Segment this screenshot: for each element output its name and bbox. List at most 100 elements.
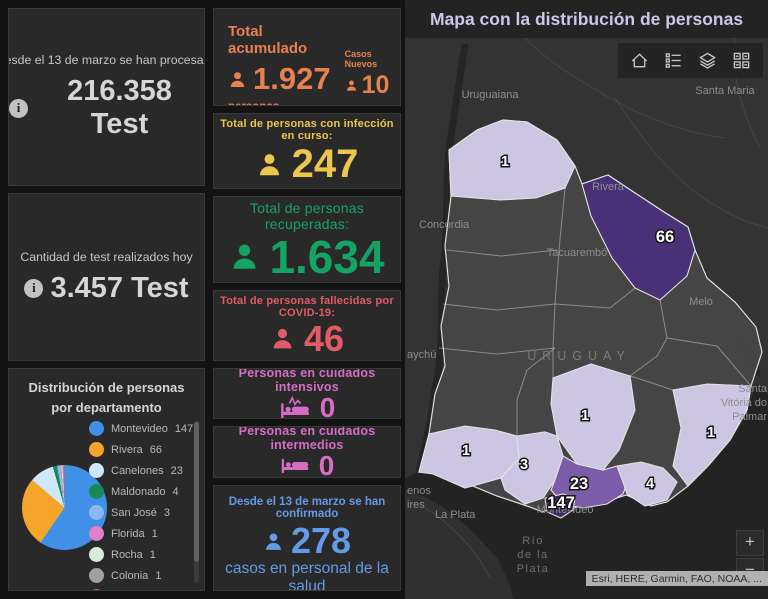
health-workers-outro: casos en personal de la salud	[225, 560, 389, 591]
argentina-land	[405, 490, 513, 599]
map-region-montevideo[interactable]	[544, 493, 576, 519]
basemap-gallery-icon[interactable]	[732, 51, 751, 70]
icu-panel: Personas en cuidados intensivos 0	[213, 368, 401, 419]
legend-label: Rocha	[111, 548, 143, 561]
legend-item: Artigas 1	[89, 586, 188, 592]
legend-icon[interactable]	[664, 51, 683, 70]
tests-today-value-row: i 3.457 Test	[24, 271, 189, 305]
map-title: Mapa con la distribución de personas	[405, 0, 768, 38]
home-icon[interactable]	[630, 51, 649, 70]
map-svg[interactable]: Uruguaiana Santa Maria Rivera Concordia …	[405, 38, 768, 599]
legend-item: Maldonado 4	[89, 481, 188, 502]
map-region-san-jose[interactable]	[500, 431, 564, 505]
active-cases-panel: Total de personas con infección en curso…	[213, 113, 401, 189]
map-region-maldonado[interactable]	[616, 461, 678, 507]
person-icon	[263, 531, 284, 552]
legend-value: 4	[172, 485, 179, 498]
place-label: Palmar	[732, 411, 767, 423]
legend-label: Rivera	[111, 443, 143, 456]
legend-label: Artigas	[111, 591, 145, 592]
map-region-rocha[interactable]	[672, 383, 752, 487]
intermediate-care-value: 0	[318, 450, 335, 478]
legend-value: 3	[163, 506, 170, 519]
intermediate-care-panel: Personas en cuidados intermedios 0	[213, 426, 401, 478]
recovered-value-row: 1.634	[229, 230, 385, 283]
legend-value: 66	[149, 443, 163, 456]
recovered-value: 1.634	[269, 230, 385, 283]
legend-scrollbar[interactable]	[194, 421, 199, 583]
layers-icon[interactable]	[698, 51, 717, 70]
legend-item: Canelones 23	[89, 460, 188, 481]
region-value-florida: 1	[581, 408, 589, 424]
map-region-artigas[interactable]	[448, 119, 576, 201]
person-icon	[345, 79, 358, 92]
map-region-rivera[interactable]	[581, 174, 696, 301]
legend-value: 23	[170, 464, 183, 477]
info-icon[interactable]: i	[24, 278, 44, 298]
legend-label: Montevideo	[111, 422, 168, 435]
active-cases-label: Total de personas con infección en curso…	[220, 118, 394, 142]
country-label: URUGUAY	[527, 349, 631, 363]
accumulated-subtitle: personas confirmadas	[228, 101, 331, 105]
distribution-title: Distribución de personas por departament…	[28, 380, 185, 416]
info-icon[interactable]: i	[9, 98, 28, 118]
new-cases-block: Casos Nuevos 10	[345, 49, 396, 100]
legend-value: 1	[149, 548, 156, 561]
legend-item: San José 3	[89, 502, 188, 523]
place-label: Uruguaiana	[462, 89, 520, 101]
place-label: Tacuarembó	[547, 247, 608, 259]
legend-label: Maldonado	[111, 485, 166, 498]
place-label: Vitória do	[721, 397, 767, 409]
accumulated-panel: Total acumulado 1.927 personas confirmad…	[213, 8, 401, 106]
bed-icon	[280, 457, 310, 475]
place-label: Santa Maria	[695, 85, 755, 97]
legend-swatch	[89, 505, 104, 520]
legend-label: Florida	[111, 527, 145, 540]
icu-bed-icon	[279, 395, 311, 419]
water-label: Plata	[517, 563, 550, 575]
legend-item: Montevideo 147	[89, 418, 193, 439]
map-attribution: Esri, HERE, Garmin, FAO, NOAA, ...	[585, 571, 768, 586]
region-value-maldonado: 4	[646, 476, 654, 492]
new-cases-value-row: 10	[345, 71, 389, 100]
person-icon	[256, 151, 283, 178]
deaths-panel: Total de personas fallecidas por COVID-1…	[213, 290, 401, 361]
rio-de-la-plata-water	[405, 383, 768, 599]
health-workers-value-row: 278	[263, 523, 351, 559]
place-label: ires	[407, 499, 425, 511]
legend-item: Rivera 66	[89, 439, 188, 460]
legend-scrollbar-thumb[interactable]	[194, 422, 199, 562]
tests-total-value: 216.358 Test	[67, 75, 172, 140]
legend-value: 1	[151, 527, 158, 540]
legend-item: Colonia 1	[89, 565, 188, 586]
place-label: La Plata	[435, 509, 476, 521]
place-label: Montevideo	[537, 504, 594, 516]
legend-label: Canelones	[111, 464, 164, 477]
map-region-florida[interactable]	[550, 363, 636, 471]
legend-item: Florida 1	[89, 523, 188, 544]
legend-swatch	[89, 463, 104, 478]
map-canvas[interactable]: Uruguaiana Santa Maria Rivera Concordia …	[405, 38, 768, 599]
tests-today-value: 3.457 Test	[50, 271, 189, 304]
region-value-montevideo: 147	[547, 494, 575, 512]
legend-swatch	[89, 526, 104, 541]
zoom-in-button[interactable]: +	[736, 530, 764, 556]
legend-label: San José	[111, 506, 157, 519]
tests-today-label: Cantidad de test realizados hoy	[20, 249, 193, 264]
place-label: Rivera	[592, 181, 625, 193]
region-value-rocha: 1	[707, 425, 715, 441]
icu-label: Personas en cuidados intensivos	[238, 368, 376, 394]
legend-item: Rocha 1	[89, 544, 188, 565]
accumulated-block: Total acumulado 1.927 personas confirmad…	[228, 23, 331, 105]
tests-total-value-row: i 216.358 Test	[9, 75, 204, 141]
legend-swatch	[89, 442, 104, 457]
legend-label: Colonia	[111, 569, 149, 582]
map-toolbar	[618, 43, 763, 78]
region-value-colonia: 1	[462, 443, 470, 459]
region-value-artigas: 1	[501, 154, 509, 170]
place-label: enos	[407, 485, 431, 497]
legend-value: 147	[174, 422, 194, 435]
health-workers-value: 278	[290, 520, 352, 561]
tests-total-label: Desde el 13 de marzo se han procesado	[9, 53, 204, 67]
recovered-panel: Total de personas recuperadas: 1.634	[213, 196, 401, 283]
